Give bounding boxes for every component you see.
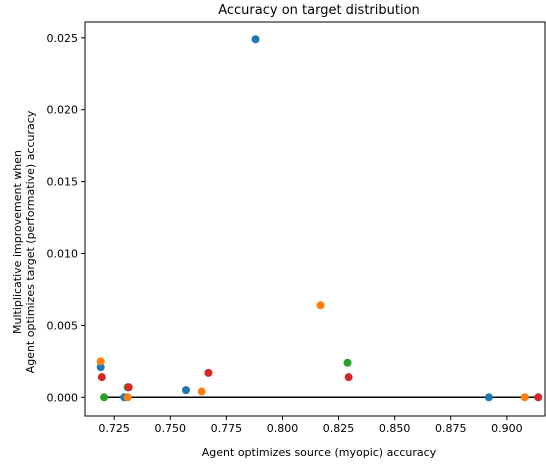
data-point [204, 368, 213, 377]
data-point [316, 301, 325, 310]
x-axis-label: Agent optimizes source (myopic) accuracy [202, 446, 437, 459]
data-point [97, 373, 106, 382]
x-tick-label: 0.725 [98, 422, 130, 435]
plot-frame [84, 21, 546, 417]
y-tick-label: 0.010 [47, 248, 79, 261]
data-point [100, 393, 109, 402]
y-axis-label: Multiplicative improvement when Agent op… [11, 110, 37, 373]
x-tick-label: 0.775 [211, 422, 243, 435]
x-tick-label: 0.800 [267, 422, 299, 435]
x-tick-label: 0.900 [491, 422, 523, 435]
data-point [344, 373, 353, 382]
data-point [343, 358, 352, 367]
x-tick-label: 0.875 [435, 422, 467, 435]
chart-title: Accuracy on target distribution [218, 3, 420, 18]
data-point [197, 387, 206, 396]
y-axis-label-line-1: Multiplicative improvement when [11, 150, 24, 334]
data-point [124, 383, 133, 392]
x-tick-label: 0.850 [379, 422, 411, 435]
x-tick-label: 0.750 [155, 422, 187, 435]
y-tick-label: 0.025 [47, 32, 79, 45]
y-tick-label: 0.005 [47, 319, 79, 332]
data-point [181, 386, 190, 395]
data-point [251, 35, 260, 44]
x-tick-label: 0.825 [323, 422, 355, 435]
data-point [520, 393, 529, 402]
y-tick-label: 0.000 [47, 391, 79, 404]
plot-area: 0.725 0.750 0.775 0.800 0.825 0.850 0.875 0.900… [47, 21, 546, 435]
y-tick-label: 0.020 [47, 104, 79, 117]
y-axis-label-line-2: Agent optimizes target (performative) ac… [24, 110, 37, 373]
data-point [534, 393, 543, 402]
data-point [96, 363, 105, 372]
data-point [123, 393, 132, 402]
y-tick-label: 0.015 [47, 176, 79, 189]
data-point [96, 357, 105, 366]
data-point [484, 393, 493, 402]
